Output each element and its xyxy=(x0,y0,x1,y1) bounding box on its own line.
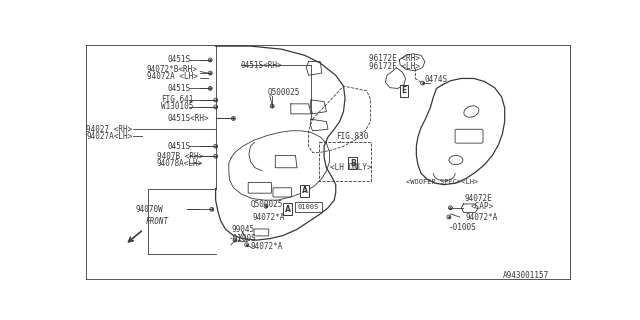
Text: 96172E <RH>: 96172E <RH> xyxy=(369,54,420,63)
Text: E: E xyxy=(401,86,406,95)
Text: 0451S: 0451S xyxy=(168,84,191,93)
FancyBboxPatch shape xyxy=(248,182,271,193)
Text: 0451S<RH>: 0451S<RH> xyxy=(241,61,282,70)
Text: FRONT: FRONT xyxy=(146,217,169,226)
Text: 0451S: 0451S xyxy=(168,142,191,151)
Text: B: B xyxy=(350,159,356,168)
Text: 99045: 99045 xyxy=(231,225,254,234)
Text: <LH ONLY>: <LH ONLY> xyxy=(330,163,371,172)
Text: 0451S<RH>: 0451S<RH> xyxy=(168,114,209,123)
Text: FIG.641: FIG.641 xyxy=(161,95,194,105)
Text: 94072*A: 94072*A xyxy=(252,212,284,221)
Bar xyxy=(296,202,322,212)
Text: 96172F <LH>: 96172F <LH> xyxy=(369,62,420,71)
Text: Q500025: Q500025 xyxy=(268,88,300,97)
FancyBboxPatch shape xyxy=(254,229,269,236)
Text: 94027 <RH>: 94027 <RH> xyxy=(86,125,132,134)
Text: 0100S: 0100S xyxy=(297,204,318,210)
Text: 0451S: 0451S xyxy=(168,55,191,64)
Text: 94027A<LH>: 94027A<LH> xyxy=(86,132,132,141)
Text: A943001157: A943001157 xyxy=(502,271,548,280)
Text: Q500025: Q500025 xyxy=(250,200,283,209)
FancyBboxPatch shape xyxy=(455,129,483,143)
Text: <WOOFER SPEC><LH>: <WOOFER SPEC><LH> xyxy=(406,179,477,185)
Text: -0100S: -0100S xyxy=(229,234,257,243)
Text: 94072E: 94072E xyxy=(465,194,492,203)
Text: 94072A <LH>: 94072A <LH> xyxy=(147,72,198,81)
Text: 0474S: 0474S xyxy=(425,76,448,84)
Text: -0100S: -0100S xyxy=(449,223,477,232)
Text: 94078A<LH>: 94078A<LH> xyxy=(157,159,203,168)
Text: 94072*B<RH>: 94072*B<RH> xyxy=(147,65,198,74)
Text: A: A xyxy=(285,205,291,214)
Text: FIG.830: FIG.830 xyxy=(336,132,368,141)
Text: <CAP>: <CAP> xyxy=(470,202,493,211)
Text: 9407B <RH>: 9407B <RH> xyxy=(157,152,203,161)
Text: W130105: W130105 xyxy=(161,102,194,111)
FancyBboxPatch shape xyxy=(273,188,292,197)
Text: A: A xyxy=(302,186,308,195)
Text: 94072*A: 94072*A xyxy=(250,242,283,251)
Text: 94070W: 94070W xyxy=(136,205,164,214)
Text: 94072*A: 94072*A xyxy=(466,212,499,221)
